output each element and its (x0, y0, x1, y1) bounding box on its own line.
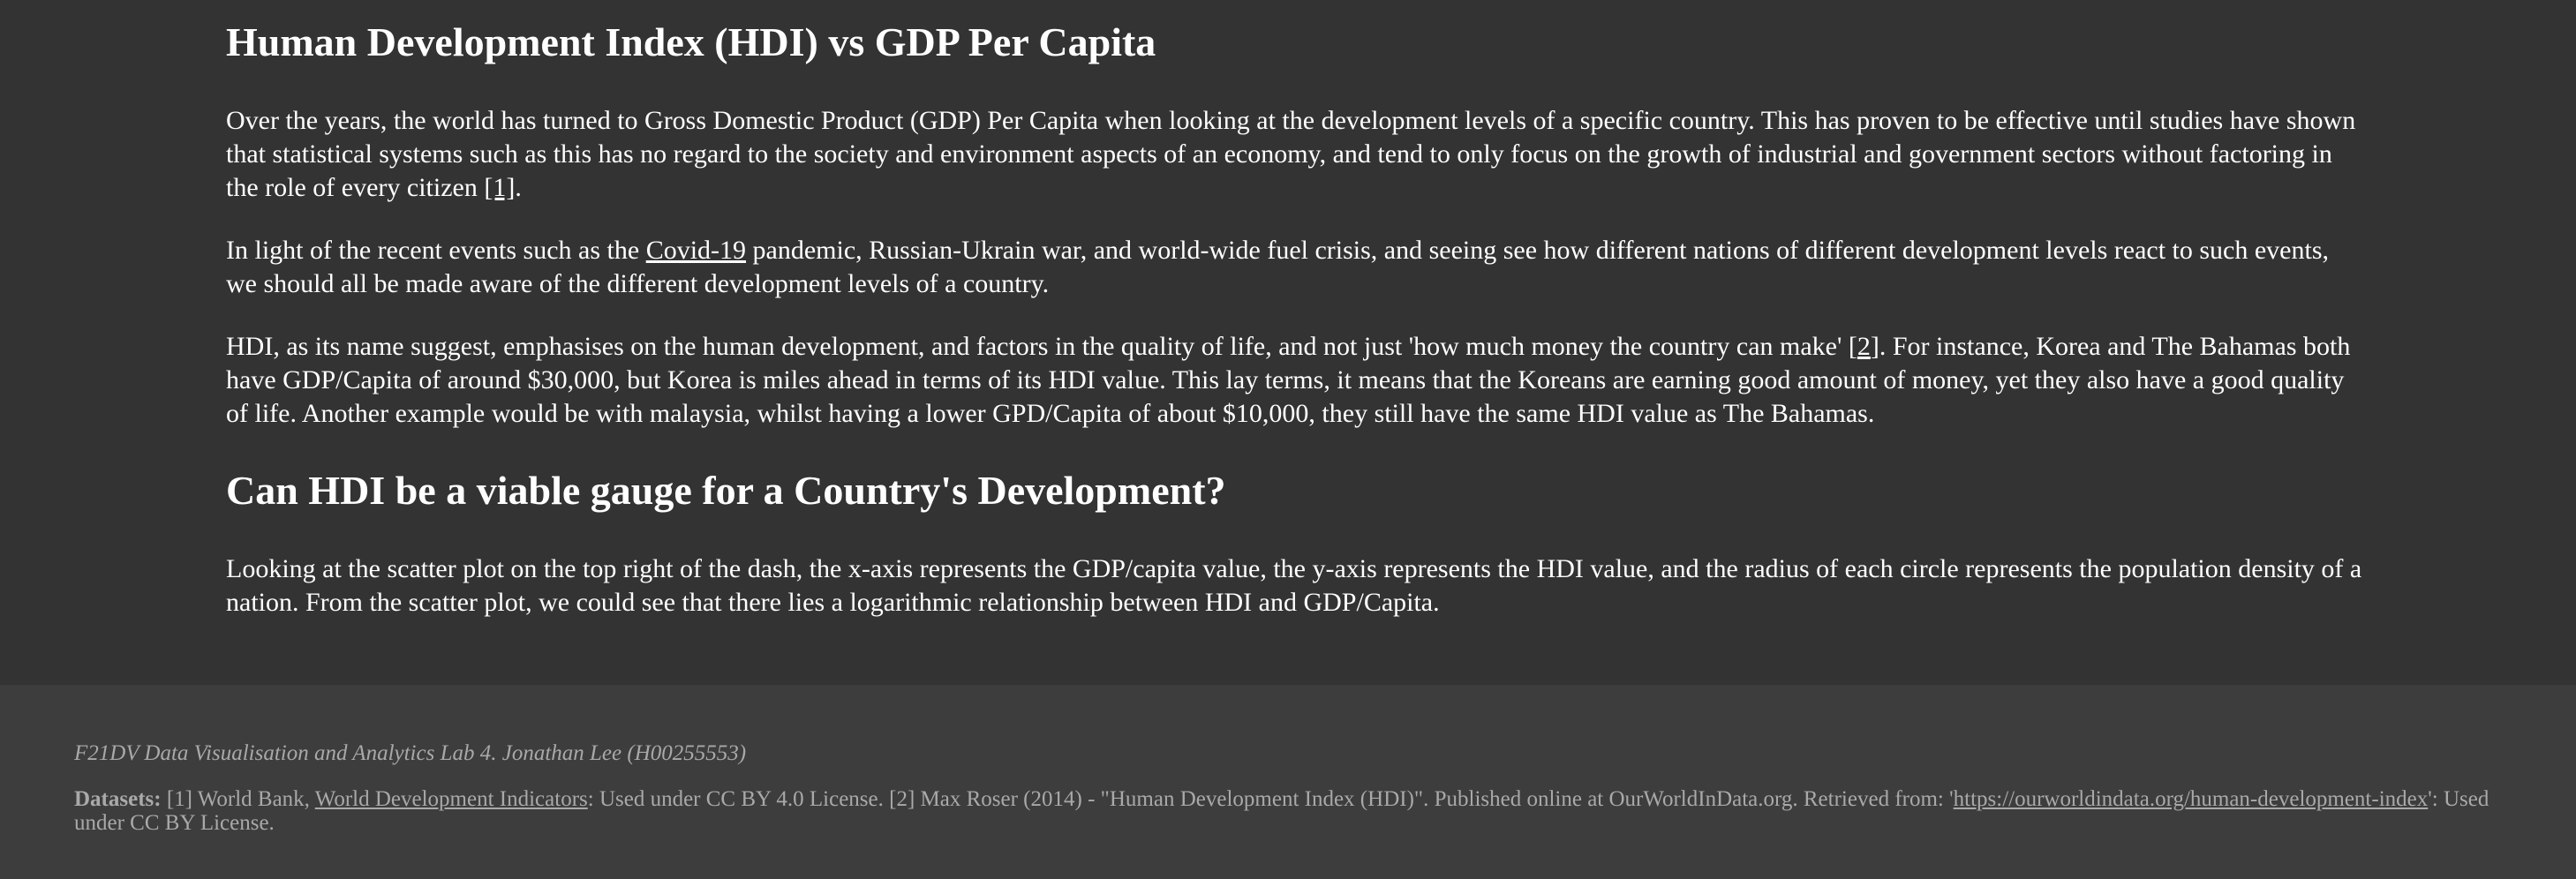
footer: F21DV Data Visualisation and Analytics L… (0, 685, 2576, 879)
wdi-link[interactable]: World Development Indicators (314, 787, 588, 811)
context-paragraph: In light of the recent events such as th… (226, 234, 2362, 301)
paragraph-text: ]. For instance, Korea and The Bahamas b… (226, 332, 2351, 428)
footer-credit: F21DV Data Visualisation and Analytics L… (74, 741, 747, 765)
paragraph-text: Over the years, the world has turned to … (226, 106, 2356, 202)
reference-link-1[interactable]: [1] (484, 173, 516, 202)
datasets-label: Datasets: (74, 787, 162, 811)
page-title: Human Development Index (HDI) vs GDP Per… (226, 19, 1156, 64)
paragraph-text: HDI, as its name suggest, emphasises on … (226, 332, 1857, 361)
scatter-paragraph: Looking at the scatter plot on the top r… (226, 554, 2362, 617)
datasets-text: : Used under CC BY 4.0 License. [2] Max … (587, 787, 1954, 811)
intro-paragraph: Over the years, the world has turned to … (226, 104, 2362, 205)
covid-link[interactable]: Covid-19 (645, 236, 747, 265)
reference-link-2[interactable]: 2 (1857, 332, 1871, 361)
datasets-text: ': Used under CC BY License. (74, 787, 2489, 835)
section-heading: Can HDI be a viable gauge for a Country'… (226, 468, 1226, 513)
hdi-paragraph: HDI, as its name suggest, emphasises on … (226, 330, 2362, 431)
paragraph-text: pandemic, Russian-Ukrain war, and world-… (226, 236, 2329, 298)
datasets-text: [1] World Bank, (161, 787, 315, 811)
owid-link[interactable]: https://ourworldindata.org/human-develop… (1953, 787, 2429, 811)
footer-datasets: Datasets: [1] World Bank, World Developm… (74, 787, 2511, 835)
paragraph-text: . (515, 173, 522, 202)
paragraph-text: In light of the recent events such as th… (226, 236, 646, 265)
